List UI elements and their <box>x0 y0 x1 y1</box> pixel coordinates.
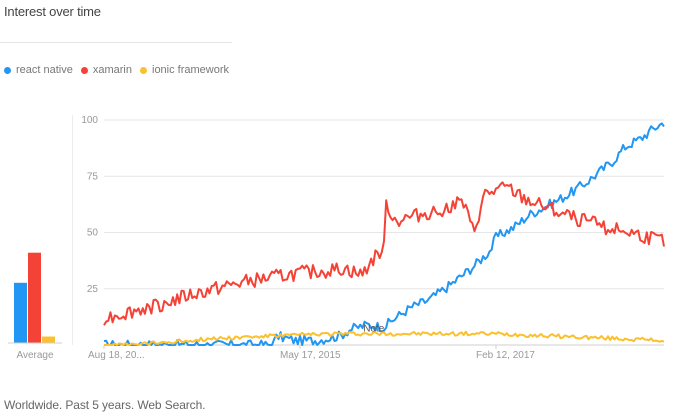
y-tick-label-100: 100 <box>81 115 98 126</box>
series-line-xamarin <box>103 181 665 326</box>
legend-label-ionic-framework: ionic framework <box>152 64 230 76</box>
x-tick-label-0: Aug 18, 20... <box>88 350 145 361</box>
x-tick-label-2: Feb 12, 2017 <box>476 350 535 361</box>
average-label: Average <box>16 350 54 361</box>
y-tick-label-25: 25 <box>87 284 99 295</box>
legend-item-ionic-framework[interactable]: ionic framework <box>140 64 229 76</box>
footer-note: Worldwide. Past 5 years. Web Search. <box>4 398 206 412</box>
legend-item-xamarin[interactable]: xamarin <box>80 64 132 76</box>
xamarin-dot-icon <box>80 66 88 74</box>
series-line-react-native <box>103 122 665 346</box>
note-annotation: Note <box>363 324 385 335</box>
legend: react native xamarin ionic framework <box>4 64 237 76</box>
average-divider <box>72 115 73 345</box>
react-native-dot-icon <box>4 66 11 74</box>
series-line-ionic-framework <box>103 330 665 346</box>
average-bar-react-native <box>14 282 27 343</box>
legend-item-react-native[interactable]: react native <box>4 64 73 76</box>
interest-chart: 25 50 75 100 Aug 18, 20... May 17, 2015 Feb 12… <box>8 115 665 361</box>
ionic-framework-dot-icon <box>140 66 147 74</box>
average-bar-xamarin <box>28 252 41 343</box>
y-tick-label-50: 50 <box>87 228 99 239</box>
legend-label-react-native: react native <box>16 64 73 76</box>
legend-label-xamarin: xamarin <box>92 64 132 76</box>
chart-title: Interest over time <box>4 4 101 19</box>
title-divider <box>0 42 232 43</box>
y-tick-label-75: 75 <box>87 171 99 182</box>
average-bar-ionic-framework <box>42 336 55 343</box>
x-tick-label-1: May 17, 2015 <box>280 350 341 361</box>
